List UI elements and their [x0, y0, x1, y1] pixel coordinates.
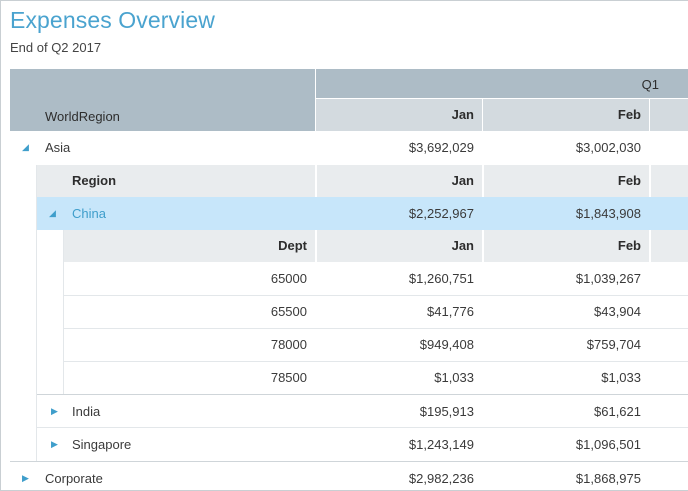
- row-divider: [64, 295, 688, 296]
- expand-toggle-icon[interactable]: ▶: [51, 439, 58, 449]
- dept-label: 78000: [270, 337, 307, 352]
- cell-feb: $1,033: [601, 370, 641, 385]
- cell-jan: $1,243,149: [408, 437, 474, 452]
- cell-jan: $949,408: [419, 337, 474, 352]
- row-divider: [64, 328, 688, 329]
- page-title: Expenses Overview: [10, 7, 215, 33]
- cell-jan: $195,913: [419, 404, 474, 419]
- row-label: China: [72, 206, 106, 221]
- table-row-india[interactable]: ▶ India $195,913 $61,621: [37, 395, 688, 428]
- column-header-q1[interactable]: Q1: [316, 69, 688, 98]
- table-row-dept[interactable]: 65000 $1,260,751 $1,039,267: [64, 262, 688, 295]
- indent-guide: [63, 230, 64, 394]
- dept-header-label[interactable]: Dept: [278, 238, 307, 253]
- dept-label: 78500: [270, 370, 307, 385]
- expand-toggle-icon[interactable]: ▶: [51, 406, 58, 416]
- column-divider: [482, 230, 484, 262]
- cell-feb: $1,039,267: [575, 271, 641, 286]
- dept-header-jan[interactable]: Jan: [451, 238, 474, 253]
- row-divider: [64, 361, 688, 362]
- table-row-singapore[interactable]: ▶ Singapore $1,243,149 $1,096,501: [37, 428, 688, 461]
- row-label: Asia: [45, 140, 71, 155]
- region-header-jan[interactable]: Jan: [451, 173, 474, 188]
- row-dimension-header[interactable]: WorldRegion: [10, 69, 315, 131]
- cell-feb: $1,096,501: [575, 437, 641, 452]
- cell-feb: $1,843,908: [575, 206, 641, 221]
- cell-jan: $2,252,967: [408, 206, 474, 221]
- cell-jan: $41,776: [427, 304, 474, 319]
- expand-toggle-icon[interactable]: ◢: [22, 142, 29, 152]
- expand-toggle-icon[interactable]: ◢: [49, 208, 56, 218]
- pivot-grid: WorldRegion Q1 Jan Feb ◢ Asia $3,692,029…: [10, 69, 688, 490]
- cell-jan: $3,692,029: [408, 140, 474, 155]
- region-header-label[interactable]: Region: [72, 173, 117, 188]
- cell-feb: $61,621: [594, 404, 641, 419]
- dept-label: 65500: [270, 304, 307, 319]
- column-header-feb[interactable]: Feb: [483, 99, 649, 131]
- row-label: Singapore: [72, 437, 132, 452]
- column-divider: [649, 165, 651, 197]
- cell-jan: $1,260,751: [408, 271, 474, 286]
- quarter-label: Q1: [641, 77, 659, 92]
- cell-feb: $1,868,975: [575, 471, 641, 486]
- page-subtitle: End of Q2 2017: [10, 40, 102, 55]
- dept-subheader: Dept Jan Feb: [64, 230, 688, 262]
- region-header-feb[interactable]: Feb: [617, 173, 641, 188]
- expand-toggle-icon[interactable]: ▶: [22, 473, 29, 483]
- row-divider: [37, 427, 688, 428]
- row-divider: [10, 461, 688, 462]
- column-divider: [649, 230, 651, 262]
- dept-header-feb[interactable]: Feb: [617, 238, 641, 253]
- region-subheader: Region Jan Feb: [37, 165, 688, 197]
- row-divider: [37, 394, 688, 395]
- row-label: India: [72, 404, 101, 419]
- indent-guide: [36, 165, 37, 461]
- row-dimension-label: WorldRegion: [45, 109, 120, 124]
- column-header-jan[interactable]: Jan: [316, 99, 482, 131]
- table-row-asia[interactable]: ◢ Asia $3,692,029 $3,002,030: [10, 131, 688, 164]
- table-row-dept[interactable]: 78500 $1,033 $1,033: [64, 361, 688, 394]
- cell-feb: $3,002,030: [575, 140, 641, 155]
- table-row-china[interactable]: ◢ China $2,252,967 $1,843,908: [37, 197, 688, 230]
- cell-jan: $2,982,236: [408, 471, 474, 486]
- column-divider: [482, 165, 484, 197]
- column-header-next[interactable]: [650, 99, 688, 131]
- row-label: Corporate: [45, 471, 103, 486]
- table-row-dept[interactable]: 65500 $41,776 $43,904: [64, 295, 688, 328]
- table-row-corporate[interactable]: ▶ Corporate $2,982,236 $1,868,975: [10, 462, 688, 490]
- column-divider: [315, 230, 317, 262]
- cell-feb: $43,904: [594, 304, 641, 319]
- table-row-dept[interactable]: 78000 $949,408 $759,704: [64, 328, 688, 361]
- column-divider: [315, 165, 317, 197]
- dept-label: 65000: [270, 271, 307, 286]
- cell-feb: $759,704: [586, 337, 641, 352]
- cell-jan: $1,033: [434, 370, 474, 385]
